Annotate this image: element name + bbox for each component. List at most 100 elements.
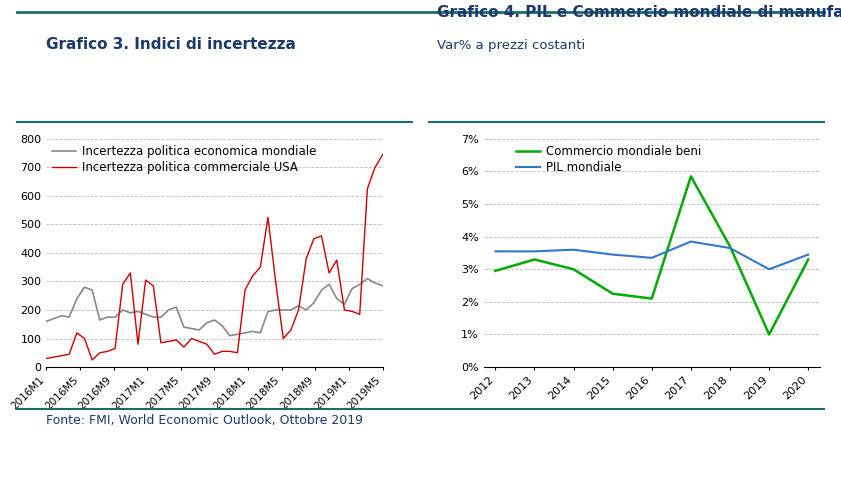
PIL mondiale: [647, 255, 657, 261]
Text: Fonte: FMI, World Economic Outlook, Ottobre 2019: Fonte: FMI, World Economic Outlook, Otto…: [46, 414, 363, 427]
Incertezza politica commerciale USA: [41, 356, 51, 362]
Incertezza politica economica mondiale: [172, 304, 182, 310]
Incertezza politica commerciale USA: [256, 264, 266, 270]
Incertezza politica commerciale USA: [355, 311, 365, 317]
Incertezza politica economica mondiale: [110, 314, 120, 320]
Incertezza politica economica mondiale: [148, 314, 158, 320]
PIL mondiale: [725, 245, 735, 251]
Incertezza politica economica mondiale: [362, 276, 373, 282]
Incertezza politica economica mondiale: [56, 313, 66, 319]
Incertezza politica economica mondiale: [316, 287, 326, 293]
Incertezza politica commerciale USA: [294, 307, 304, 313]
Line: Incertezza politica commerciale USA: Incertezza politica commerciale USA: [46, 155, 383, 360]
Incertezza politica economica mondiale: [163, 307, 173, 313]
PIL mondiale: [803, 251, 813, 257]
Incertezza politica economica mondiale: [378, 283, 388, 289]
Incertezza politica commerciale USA: [378, 152, 388, 158]
Commercio mondiale beni: [686, 174, 696, 180]
Commercio mondiale beni: [569, 266, 579, 272]
Incertezza politica economica mondiale: [286, 307, 296, 313]
Incertezza politica commerciale USA: [347, 309, 357, 314]
Incertezza politica economica mondiale: [355, 281, 365, 287]
Incertezza politica commerciale USA: [240, 287, 250, 293]
Text: Grafico 3. Indici di incertezza: Grafico 3. Indici di incertezza: [46, 37, 296, 52]
Line: PIL mondiale: PIL mondiale: [495, 242, 808, 269]
Incertezza politica economica mondiale: [187, 325, 197, 331]
Incertezza politica economica mondiale: [71, 296, 82, 302]
Incertezza politica economica mondiale: [278, 307, 288, 313]
Incertezza politica economica mondiale: [133, 309, 143, 314]
Incertezza politica commerciale USA: [324, 270, 334, 276]
Incertezza politica commerciale USA: [309, 236, 319, 242]
Incertezza politica economica mondiale: [370, 280, 380, 286]
Incertezza politica commerciale USA: [301, 256, 311, 262]
Text: Var% a prezzi costanti: Var% a prezzi costanti: [437, 39, 585, 52]
Incertezza politica commerciale USA: [110, 346, 120, 352]
Incertezza politica commerciale USA: [125, 270, 135, 276]
Commercio mondiale beni: [490, 268, 500, 274]
Incertezza politica commerciale USA: [118, 281, 128, 287]
Incertezza politica economica mondiale: [64, 314, 74, 320]
PIL mondiale: [569, 247, 579, 252]
Incertezza politica commerciale USA: [194, 338, 204, 344]
Incertezza politica commerciale USA: [148, 283, 158, 289]
Incertezza politica commerciale USA: [370, 165, 380, 171]
Incertezza politica commerciale USA: [340, 307, 350, 313]
Incertezza politica commerciale USA: [172, 337, 182, 343]
Incertezza politica economica mondiale: [324, 281, 334, 287]
Incertezza politica commerciale USA: [156, 340, 166, 346]
Incertezza politica commerciale USA: [232, 350, 242, 356]
Line: Commercio mondiale beni: Commercio mondiale beni: [495, 177, 808, 334]
Incertezza politica economica mondiale: [256, 330, 266, 336]
Incertezza politica commerciale USA: [278, 335, 288, 341]
Commercio mondiale beni: [764, 331, 775, 337]
Commercio mondiale beni: [725, 244, 735, 249]
Incertezza politica commerciale USA: [133, 341, 143, 347]
Incertezza politica economica mondiale: [179, 324, 189, 330]
Incertezza politica economica mondiale: [301, 307, 311, 313]
Incertezza politica economica mondiale: [79, 284, 89, 290]
Incertezza politica economica mondiale: [87, 287, 98, 293]
PIL mondiale: [686, 239, 696, 245]
Line: Incertezza politica economica mondiale: Incertezza politica economica mondiale: [46, 279, 383, 336]
PIL mondiale: [529, 248, 539, 254]
Commercio mondiale beni: [803, 256, 813, 262]
Incertezza politica economica mondiale: [103, 314, 113, 320]
Incertezza politica commerciale USA: [95, 350, 105, 356]
Incertezza politica economica mondiale: [140, 311, 151, 317]
Incertezza politica economica mondiale: [49, 315, 59, 321]
Incertezza politica economica mondiale: [340, 301, 350, 307]
Incertezza politica commerciale USA: [163, 338, 173, 344]
Incertezza politica economica mondiale: [217, 323, 227, 329]
Incertezza politica commerciale USA: [331, 257, 341, 263]
Commercio mondiale beni: [647, 296, 657, 302]
Text: Grafico 4. PIL e Commercio mondiale di manufatti.: Grafico 4. PIL e Commercio mondiale di m…: [437, 5, 841, 20]
Incertezza politica economica mondiale: [125, 310, 135, 316]
Incertezza politica economica mondiale: [209, 317, 220, 323]
Incertezza politica economica mondiale: [225, 333, 235, 339]
Incertezza politica economica mondiale: [232, 331, 242, 337]
Incertezza politica economica mondiale: [347, 286, 357, 292]
Incertezza politica economica mondiale: [202, 320, 212, 326]
Incertezza politica commerciale USA: [316, 233, 326, 239]
PIL mondiale: [764, 266, 775, 272]
Commercio mondiale beni: [529, 256, 539, 262]
Commercio mondiale beni: [607, 291, 617, 297]
Incertezza politica economica mondiale: [194, 327, 204, 333]
Incertezza politica commerciale USA: [247, 273, 257, 279]
Incertezza politica economica mondiale: [294, 303, 304, 309]
Incertezza politica commerciale USA: [263, 214, 273, 220]
Incertezza politica commerciale USA: [79, 335, 89, 341]
Incertezza politica commerciale USA: [209, 351, 220, 357]
Incertezza politica economica mondiale: [41, 318, 51, 324]
Incertezza politica economica mondiale: [271, 307, 281, 313]
Incertezza politica commerciale USA: [217, 348, 227, 354]
Incertezza politica economica mondiale: [331, 296, 341, 302]
Incertezza politica economica mondiale: [247, 328, 257, 334]
Incertezza politica economica mondiale: [309, 300, 319, 306]
Incertezza politica economica mondiale: [156, 314, 166, 320]
Incertezza politica commerciale USA: [225, 348, 235, 354]
Legend: Incertezza politica economica mondiale, Incertezza politica commerciale USA: Incertezza politica economica mondiale, …: [52, 145, 316, 174]
Incertezza politica commerciale USA: [49, 354, 59, 360]
Incertezza politica commerciale USA: [362, 186, 373, 192]
